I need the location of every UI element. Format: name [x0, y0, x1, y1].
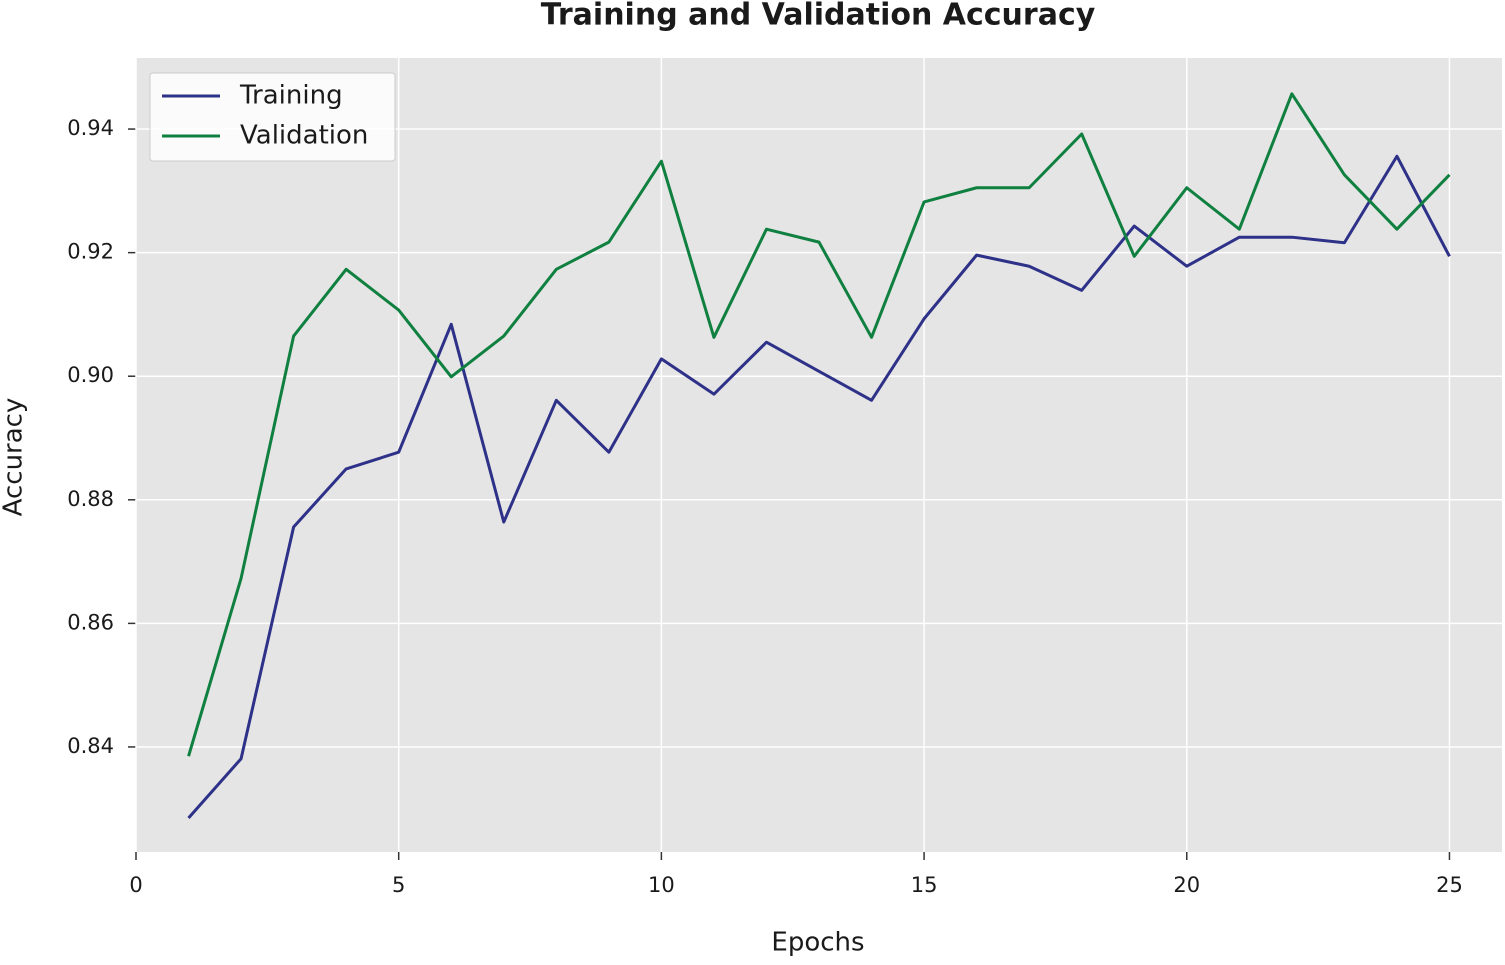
legend-label: Training — [239, 81, 343, 111]
x-tick-label: 0 — [129, 873, 142, 897]
x-tick-label: 15 — [911, 873, 938, 897]
x-tick-label: 25 — [1436, 873, 1463, 897]
y-axis-label: Accuracy — [0, 398, 29, 517]
x-tick-label: 20 — [1173, 873, 1200, 897]
y-tick-label: 0.88 — [67, 487, 114, 511]
y-tick-label: 0.92 — [67, 240, 114, 264]
plot-area — [136, 58, 1502, 852]
x-tick-label: 10 — [648, 873, 675, 897]
x-tick-label: 5 — [392, 873, 405, 897]
chart-title: Training and Validation Accuracy — [541, 0, 1096, 33]
y-tick-label: 0.90 — [67, 363, 114, 387]
legend: Training Validation — [149, 72, 396, 162]
y-tick-label: 0.86 — [67, 610, 114, 634]
y-tick-label: 0.84 — [67, 734, 114, 758]
data-line — [187, 154, 1451, 820]
legend-label: Validation — [240, 121, 368, 151]
y-tick-label: 0.94 — [67, 116, 114, 140]
data-line — [187, 92, 1451, 757]
x-axis-label: Epochs — [771, 928, 864, 958]
